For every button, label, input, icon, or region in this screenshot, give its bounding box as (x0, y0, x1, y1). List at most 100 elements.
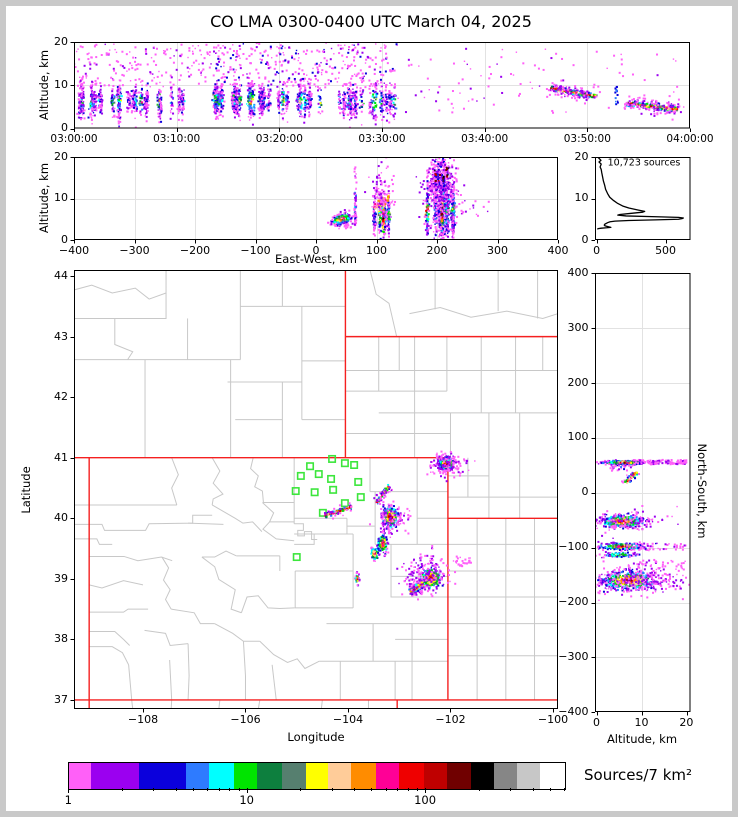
colorbar-block (424, 763, 448, 789)
tick-label: −400 (558, 704, 589, 718)
figure-title: CO LMA 0300-0400 UTC March 04, 2025 (210, 12, 532, 31)
tick-label: 43 (54, 329, 68, 343)
north-south-xlabel: Altitude, km (606, 732, 678, 746)
tick-label: 0 (593, 715, 601, 729)
colorbar-block (257, 763, 283, 789)
colorbar-minor-tick (122, 788, 123, 791)
tick-label: 20 (574, 149, 589, 163)
tick-label: −300 (558, 649, 589, 663)
tick-label: 03:00:00 (50, 133, 98, 145)
tick-label: −108 (127, 713, 159, 726)
tick-label: 20 (54, 34, 68, 48)
tick-label: 42 (54, 390, 68, 404)
colorbar-minor-tick (563, 788, 565, 791)
tick-label: 200 (426, 243, 448, 257)
colorbar-minor-tick (331, 788, 333, 791)
colorbar-minor-tick (219, 788, 221, 791)
tick-label: 10 (54, 191, 68, 204)
colorbar-block (350, 763, 376, 789)
tick-label: 03:50:00 (563, 133, 611, 145)
east-west-height-chart (64, 146, 568, 250)
colorbar-block (375, 763, 399, 789)
colorbar-minor-tick (478, 788, 480, 791)
colorbar-block (90, 763, 139, 789)
colorbar-block (399, 763, 424, 789)
east-west-xlabel: East-West, km (275, 252, 357, 266)
tick-label: 0 (312, 243, 320, 257)
colorbar-block (328, 763, 351, 789)
tick-label: 100 (414, 793, 437, 807)
tick-label: 41 (54, 450, 68, 464)
north-south-ylabel: North-South, km (695, 443, 709, 539)
tick-label: 0 (581, 232, 589, 246)
tick-label: 03:20:00 (255, 133, 303, 145)
plan-view-map-chart (64, 260, 568, 719)
tick-label: 300 (487, 243, 508, 257)
tick-label: 20 (54, 149, 68, 163)
tick-label: −200 (558, 595, 589, 609)
source-count-annotation: 10,723 sources (607, 157, 681, 169)
tick-label: 20 (679, 715, 694, 729)
tick-label: 0 (581, 485, 589, 499)
tick-label: −400 (58, 243, 90, 257)
tick-label: 10 (634, 715, 649, 729)
colorbar-block (447, 763, 471, 789)
tick-label: −100 (240, 243, 271, 257)
tick-label: 200 (567, 375, 589, 389)
time-height-ylabel: Altitude, km (37, 49, 51, 121)
tick-label: 1 (64, 793, 72, 807)
colorbar-major-tick (68, 788, 70, 793)
colorbar-block (185, 763, 209, 789)
tick-label: 37 (54, 692, 68, 706)
tick-label: −200 (179, 243, 211, 257)
colorbar-minor-tick (229, 788, 231, 791)
colorbar-minor-tick (300, 788, 302, 791)
colorbar-label: Sources/7 km² (584, 766, 693, 784)
tick-label: 03:40:00 (461, 133, 509, 145)
tick-label: 0 (593, 243, 601, 257)
tick-label: −102 (435, 713, 466, 726)
time-height-chart (64, 31, 700, 139)
colorbar-block (470, 763, 494, 789)
north-south-height-chart (584, 262, 701, 722)
tick-label: 0 (61, 232, 68, 246)
map-xlabel: Longitude (287, 730, 345, 744)
tick-label: −100 (537, 713, 569, 726)
tick-label: 03:10:00 (153, 133, 201, 145)
colorbar-block (517, 763, 540, 789)
colorbar-block (540, 763, 565, 789)
tick-label: 10 (574, 191, 589, 204)
tick-label: 100 (366, 243, 387, 257)
tick-label: 10 (54, 77, 68, 91)
colorbar-minor-tick (354, 788, 356, 791)
colorbar (68, 762, 566, 790)
colorbar-block (494, 763, 518, 789)
tick-label: 500 (655, 243, 677, 257)
tick-label: −100 (558, 540, 589, 554)
colorbar-minor-tick (385, 788, 387, 791)
colorbar-block (234, 763, 258, 789)
tick-label: 40 (54, 511, 68, 525)
colorbar-block (139, 763, 186, 789)
colorbar-minor-tick (371, 788, 373, 791)
colorbar-minor-tick (407, 788, 409, 791)
colorbar-block (282, 763, 306, 789)
tick-label: −106 (230, 713, 261, 726)
colorbar-major-tick (425, 788, 427, 793)
colorbar-minor-tick (153, 788, 155, 791)
tick-label: 0 (61, 121, 68, 134)
tick-label: 400 (547, 243, 569, 257)
tick-label: 100 (567, 430, 589, 444)
colorbar-minor-tick (510, 788, 512, 791)
east-west-ylabel: Altitude, km (37, 162, 51, 234)
tick-label: 03:30:00 (358, 133, 406, 145)
altitude-histogram-chart (584, 146, 701, 250)
colorbar-minor-tick (532, 788, 534, 791)
colorbar-minor-tick (416, 788, 418, 791)
tick-label: 38 (54, 632, 68, 646)
tick-label: 04:00:00 (666, 133, 714, 145)
colorbar-minor-tick (175, 788, 177, 791)
tick-label: 400 (567, 265, 589, 279)
colorbar-minor-tick (549, 788, 551, 791)
